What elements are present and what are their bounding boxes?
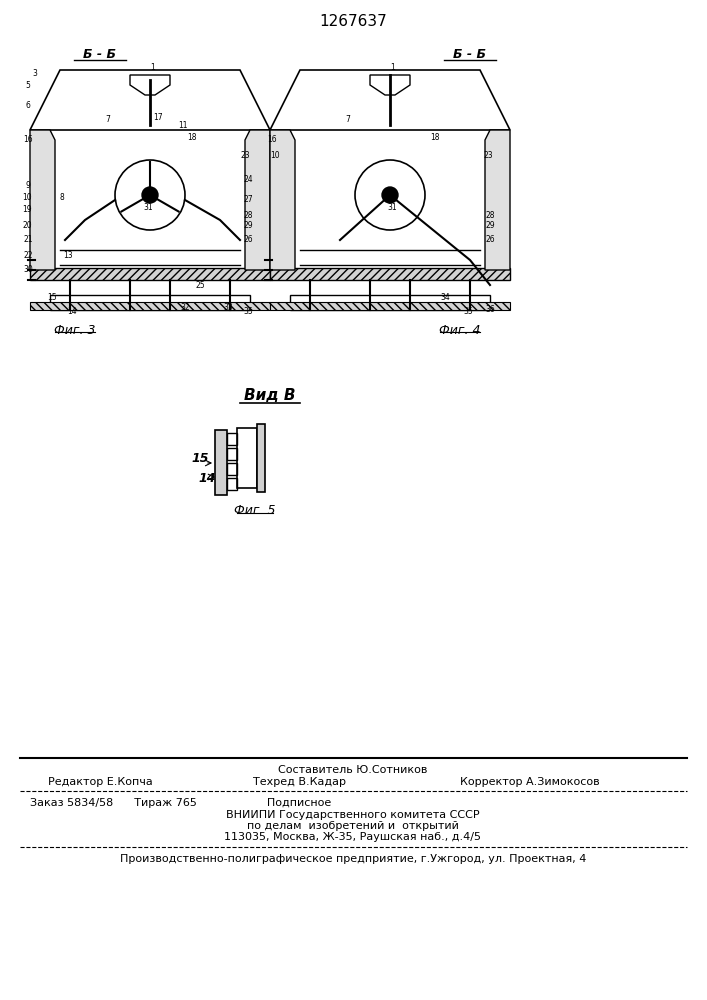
Text: Редактор Е.Копча: Редактор Е.Копча [47,777,153,787]
Text: 32: 32 [180,304,189,312]
Text: Корректор А.Зимокосов: Корректор А.Зимокосов [460,777,600,787]
Text: 29: 29 [485,221,495,230]
Bar [257,424,265,492]
Text: 31: 31 [144,204,153,213]
Bar [227,463,237,475]
Text: 17: 17 [153,113,163,122]
Text: 22: 22 [23,250,33,259]
Polygon shape [485,130,510,270]
Text: Производственно-полиграфическое предприятие, г.Ужгород, ул. Проектная, 4: Производственно-полиграфическое предприя… [119,854,586,864]
Text: 34: 34 [440,294,450,302]
Text: Б - Б: Б - Б [453,48,486,62]
Text: Б - Б: Б - Б [83,48,117,62]
Bar [237,428,257,488]
Text: 36: 36 [485,306,495,314]
Text: 27: 27 [243,196,253,205]
Text: Фиг. 3: Фиг. 3 [54,324,95,336]
Text: 23: 23 [483,150,493,159]
Text: 1: 1 [391,64,395,73]
Text: 28: 28 [485,211,495,220]
Bar [290,295,490,310]
Text: Составитель Ю.Сотников: Составитель Ю.Сотников [279,765,428,775]
Polygon shape [370,75,410,95]
Text: Фиг. 5: Фиг. 5 [234,504,276,516]
Text: 26: 26 [485,235,495,244]
Bar [50,295,250,310]
Circle shape [142,187,158,203]
Text: 113035, Москва, Ж-35, Раушская наб., д.4/5: 113035, Москва, Ж-35, Раушская наб., д.4… [225,832,481,842]
Text: 28: 28 [243,211,252,220]
Text: 18: 18 [187,133,197,142]
Text: 16: 16 [267,135,277,144]
Bar [30,302,270,310]
Text: 23: 23 [240,150,250,159]
Text: 35: 35 [243,308,253,316]
Text: 29: 29 [243,221,253,230]
Text: 21: 21 [23,235,33,244]
Text: 25: 25 [195,280,205,290]
Text: 20: 20 [22,221,32,230]
Bar [215,430,227,495]
Text: Вид В: Вид В [244,387,296,402]
Polygon shape [30,130,55,270]
Text: 1: 1 [151,64,156,73]
Text: 15: 15 [192,452,209,464]
Text: 11: 11 [178,120,188,129]
Text: Техред В.Кадар: Техред В.Кадар [254,777,346,787]
Bar [227,433,237,445]
Text: 3: 3 [33,68,37,78]
Text: 7: 7 [346,115,351,124]
Text: 16: 16 [23,135,33,144]
Text: 14: 14 [67,308,77,316]
Text: 7: 7 [105,115,110,124]
Text: 19: 19 [22,206,32,215]
Text: 31: 31 [387,204,397,213]
Text: 1267637: 1267637 [319,14,387,29]
Text: 9: 9 [25,180,30,190]
Bar [227,448,237,460]
Bar [270,268,510,280]
Bar [30,268,270,280]
Text: Фиг. 4: Фиг. 4 [439,324,481,336]
Text: 18: 18 [431,133,440,142]
Polygon shape [270,130,295,270]
Circle shape [382,187,398,203]
Text: 8: 8 [59,194,64,202]
Bar [270,302,510,310]
Text: 5: 5 [25,81,30,90]
Text: 35: 35 [463,308,473,316]
Text: 13: 13 [63,250,73,259]
Text: 26: 26 [243,235,253,244]
Text: 6: 6 [25,101,30,109]
Text: по делам  изобретений и  открытий: по делам изобретений и открытий [247,821,459,831]
Bar [227,478,237,490]
Polygon shape [245,130,270,270]
Text: Заказ 5834/58      Тираж 765                    Подписное: Заказ 5834/58 Тираж 765 Подписное [30,798,332,808]
Polygon shape [130,75,170,95]
Text: 15: 15 [47,294,57,302]
Text: 14: 14 [198,472,216,485]
Text: 30: 30 [23,265,33,274]
Text: 10: 10 [22,194,32,202]
Text: 10: 10 [270,150,280,159]
Text: 33: 33 [223,304,233,312]
Text: 24: 24 [243,176,253,184]
Text: ВНИИПИ Государственного комитета СССР: ВНИИПИ Государственного комитета СССР [226,810,480,820]
